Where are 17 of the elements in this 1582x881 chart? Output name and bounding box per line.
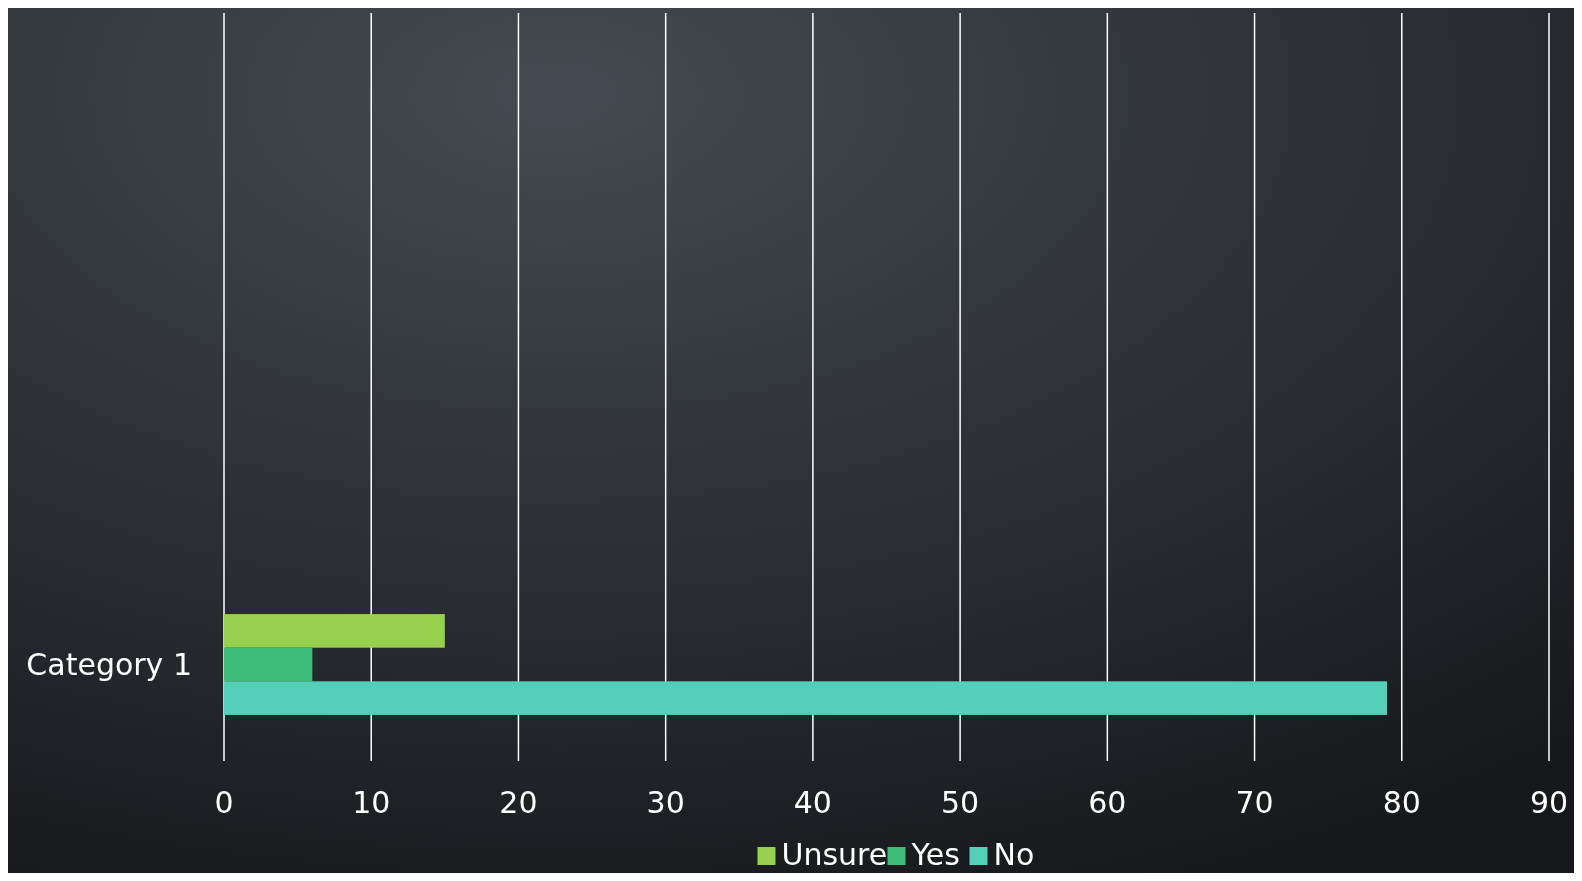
x-tick-label: 70 <box>1235 785 1274 820</box>
x-tick-label: 10 <box>352 785 391 820</box>
x-tick-label: 20 <box>499 785 538 820</box>
bar <box>224 681 1388 715</box>
x-tick-label: 90 <box>1529 785 1569 820</box>
x-tick-label: 50 <box>941 785 980 820</box>
bar <box>224 647 313 682</box>
x-tick-label: 30 <box>646 785 685 820</box>
x-tick-label: 40 <box>793 785 832 820</box>
x-tick-label: 60 <box>1088 785 1127 820</box>
legend-label: Yes <box>910 837 960 872</box>
legend-label: Unsure <box>781 837 888 872</box>
legend-label: No <box>993 837 1035 872</box>
bar <box>224 614 445 648</box>
y-tick-label: Category 1 <box>26 646 192 682</box>
x-tick-label: 80 <box>1382 785 1421 820</box>
x-tick-label: 0 <box>214 785 234 820</box>
